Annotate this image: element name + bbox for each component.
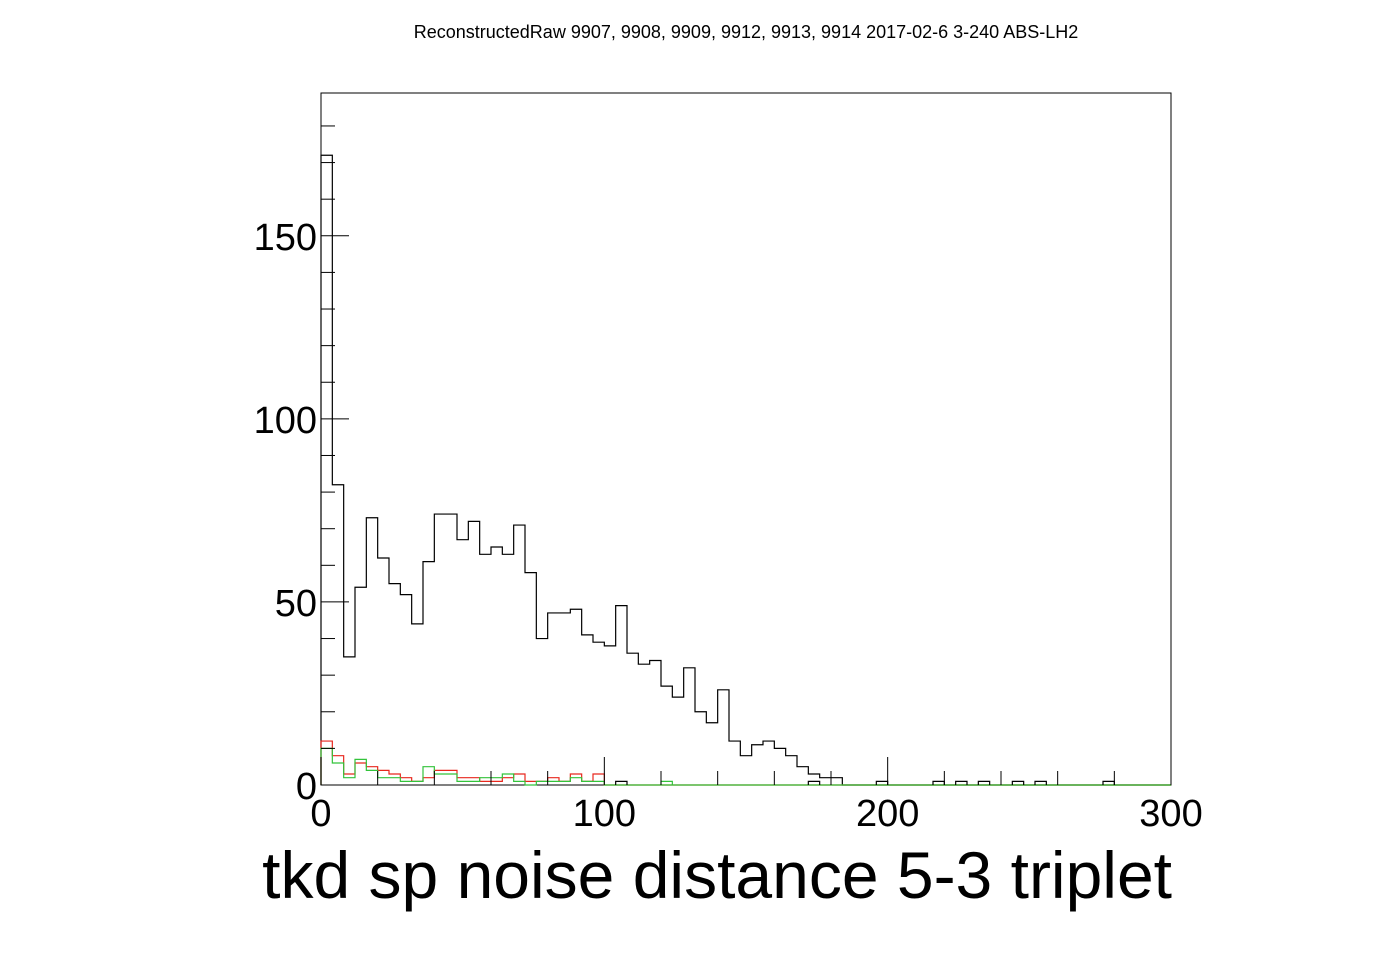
histogram-series-0: [320, 154, 1171, 786]
histogram-series-1: [320, 740, 1171, 786]
plot-area-border: [320, 92, 1172, 786]
y-tick-label: 150: [254, 217, 317, 259]
x-axis-label: tkd sp noise distance 5-3 triplet: [262, 838, 1172, 912]
x-tick-label: 200: [856, 793, 919, 835]
isolated-bin-0-0: [615, 780, 628, 785]
isolated-bin-0-1: [807, 780, 821, 785]
isolated-bin-0-4: [955, 780, 968, 785]
isolated-bin-0-7: [1034, 780, 1047, 785]
plot-frame: [320, 92, 1172, 786]
isolated-bin-0-5: [977, 780, 991, 785]
histogram-series-2: [320, 747, 1171, 786]
axes: 0 50 100 150 0 100 200 300: [254, 125, 1203, 835]
x-tick-label: 300: [1139, 793, 1202, 835]
y-tick-label: 0: [296, 766, 317, 808]
x-tick-label: 100: [573, 793, 636, 835]
chart-title: ReconstructedRaw 9907, 9908, 9909, 9912,…: [414, 22, 1078, 42]
isolated-bin-0-6: [1011, 780, 1025, 785]
histogram-series: [320, 154, 1171, 786]
y-tick-label: 100: [254, 400, 317, 442]
y-tick-label: 50: [275, 583, 317, 625]
x-tick-label: 0: [310, 793, 331, 835]
